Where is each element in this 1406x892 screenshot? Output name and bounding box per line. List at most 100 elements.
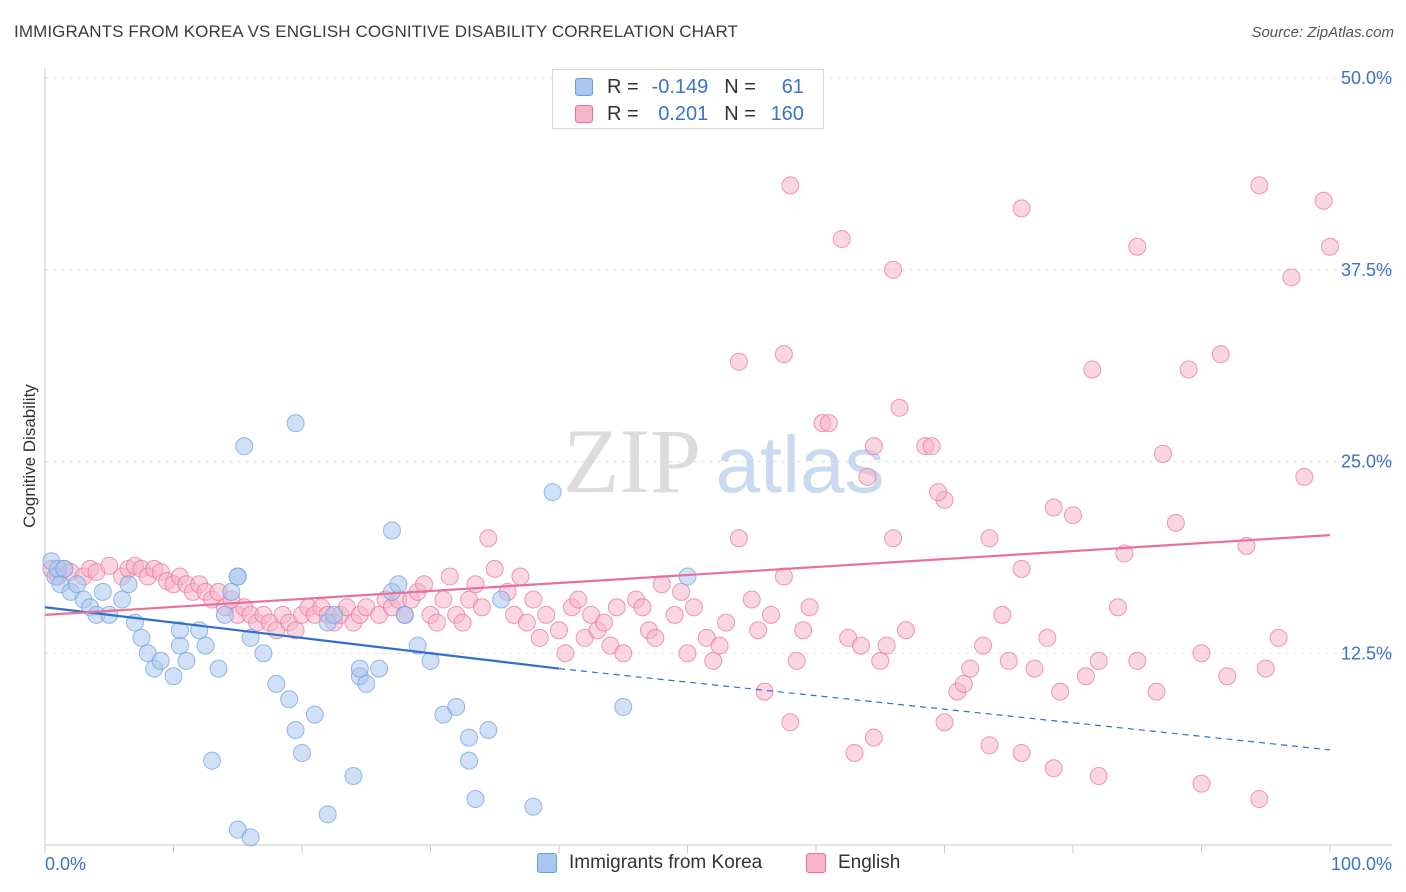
data-point-korea [678, 567, 697, 586]
x-tick-label: 100.0% [1331, 854, 1392, 874]
legend-r-label: R = [607, 102, 639, 125]
data-point-english [569, 590, 588, 609]
data-point-english [614, 644, 633, 663]
data-point-korea [286, 720, 305, 739]
data-point-english [800, 598, 819, 617]
data-point-korea [196, 636, 215, 655]
legend-n-label: N = [724, 102, 756, 125]
data-point-korea [170, 636, 189, 655]
data-point-english [729, 352, 748, 371]
bottom-legend-label-korea: Immigrants from Korea [569, 852, 763, 873]
data-point-korea [177, 651, 196, 670]
data-point-korea [119, 575, 138, 594]
data-point-english [427, 613, 446, 632]
data-point-korea [113, 590, 132, 609]
data-point-english [1295, 467, 1314, 486]
data-point-korea [492, 590, 511, 609]
data-point-english [1166, 513, 1185, 532]
data-point-english [1089, 651, 1108, 670]
data-point-english [1089, 766, 1108, 785]
legend-n-value-english: 160 [770, 102, 804, 125]
data-point-korea [222, 582, 241, 601]
data-point-korea [344, 766, 363, 785]
data-point-english [1128, 237, 1147, 256]
legend-swatch-korea [575, 78, 593, 96]
data-point-english [530, 628, 549, 647]
data-point-english [864, 728, 883, 747]
data-point-english [877, 636, 896, 655]
data-point-english [684, 598, 703, 617]
data-point-korea [357, 674, 376, 693]
axes [44, 68, 1392, 853]
data-point-english [1044, 759, 1063, 778]
data-point-english [819, 414, 838, 433]
data-point-english [845, 743, 864, 762]
data-point-english [787, 651, 806, 670]
data-point-english [1211, 345, 1230, 364]
data-point-english [594, 613, 613, 632]
data-point-english [633, 598, 652, 617]
data-point-korea [479, 720, 498, 739]
data-point-english [550, 621, 568, 640]
data-point-english [999, 651, 1018, 670]
legend-r-value-english: 0.201 [658, 102, 709, 125]
data-point-english [1128, 651, 1147, 670]
data-point-korea [460, 751, 479, 770]
data-point-english [884, 260, 903, 279]
watermark-zip: ZIP [563, 410, 701, 512]
data-point-english [864, 437, 883, 456]
data-point-korea [132, 628, 151, 647]
data-point-english [980, 529, 999, 548]
data-point-korea [318, 805, 337, 824]
watermark-atlas: atlas [716, 420, 885, 509]
data-point-english [479, 529, 498, 548]
data-point-english [774, 567, 793, 586]
legend-swatch-english [575, 105, 593, 123]
data-point-english [485, 559, 504, 578]
legend-n-value-korea: 61 [781, 75, 804, 98]
data-point-korea [325, 605, 344, 624]
data-point-english [884, 529, 903, 548]
data-point-korea [151, 651, 170, 670]
data-point-english [440, 567, 459, 586]
data-point-english [1083, 360, 1102, 379]
bottom-legend-korea: Immigrants from Korea [537, 852, 762, 874]
data-point-english [652, 575, 671, 594]
data-point-english [762, 605, 781, 624]
data-point-english [537, 605, 556, 624]
data-point-english [993, 605, 1012, 624]
legend: R = -0.149 N = 61 R = 0.201 N = 160 [552, 69, 824, 129]
legend-r-label: R = [607, 75, 639, 98]
data-point-english [1256, 659, 1275, 678]
data-point-korea [280, 690, 299, 709]
data-point-english [607, 598, 626, 617]
chart-title: IMMIGRANTS FROM KOREA VS ENGLISH COGNITI… [14, 22, 739, 41]
data-point-english [1012, 199, 1031, 218]
bottom-legend-swatch-korea [537, 853, 557, 873]
data-point-english [871, 651, 890, 670]
data-point-korea [55, 559, 74, 578]
y-tick-label: 25.0% [1341, 452, 1392, 472]
data-point-korea [447, 697, 466, 716]
data-point-korea [286, 414, 305, 433]
data-point-korea [164, 667, 183, 686]
data-point-korea [389, 575, 408, 594]
data-point-english [1282, 268, 1301, 287]
data-point-korea [203, 751, 222, 770]
legend-r-value-korea: -0.149 [651, 75, 709, 98]
legend-row-korea: R = -0.149 N = 61 [575, 75, 804, 99]
data-point-english [1321, 237, 1339, 256]
legend-n-label: N = [724, 75, 756, 98]
data-point-korea [241, 628, 260, 647]
data-point-korea [382, 521, 401, 540]
data-point-english [1153, 444, 1172, 463]
data-point-english [1314, 191, 1333, 210]
data-point-english [100, 556, 119, 575]
trend-lines [44, 534, 1331, 751]
data-point-korea [305, 705, 324, 724]
data-point-english [1044, 498, 1063, 517]
data-point-korea [543, 483, 562, 502]
bottom-legend-label-english: English [838, 852, 901, 873]
data-point-english [755, 682, 774, 701]
data-point-korea [460, 728, 479, 747]
